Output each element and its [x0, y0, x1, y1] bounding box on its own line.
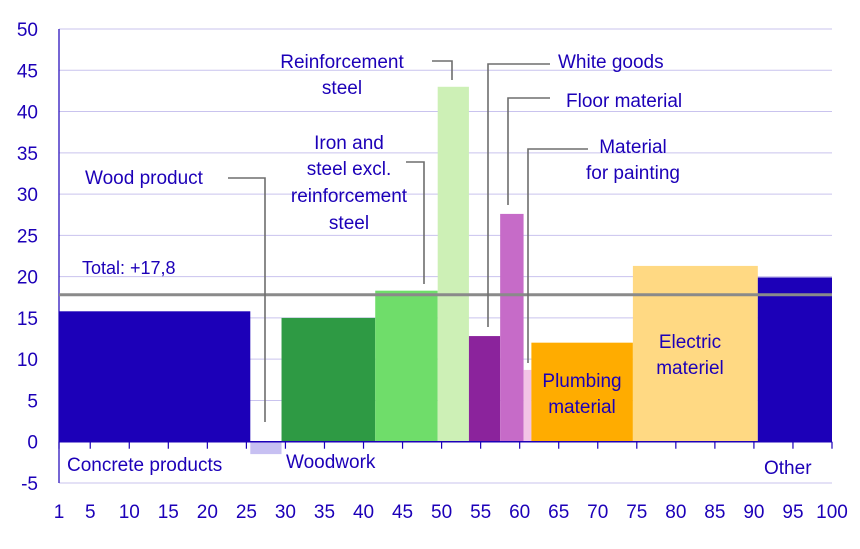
label-other: Other	[764, 458, 812, 479]
bar	[281, 317, 376, 442]
bar	[437, 86, 469, 442]
x-tick-label: 80	[665, 502, 686, 523]
label-painting-line2: for painting	[586, 163, 680, 184]
x-tick-label: 75	[626, 502, 647, 523]
y-tick-label: 30	[17, 185, 38, 206]
x-tick-label: 20	[197, 502, 218, 523]
y-tick-label: 35	[17, 144, 38, 165]
x-tick-label: 70	[587, 502, 608, 523]
bar	[375, 290, 438, 442]
x-tick-label: 45	[392, 502, 413, 523]
bar	[59, 311, 251, 442]
x-tick-label: 65	[548, 502, 569, 523]
bar	[468, 336, 501, 442]
bar	[757, 277, 832, 442]
x-tick-label: 100	[816, 502, 848, 523]
label-electric-line1: Electric	[659, 332, 721, 353]
y-tick-label: 50	[17, 20, 38, 41]
bar	[632, 265, 758, 442]
x-tick-label: 10	[119, 502, 140, 523]
x-tick-label: 85	[704, 502, 725, 523]
x-tick-label: 40	[353, 502, 374, 523]
y-tick-label: 45	[17, 61, 38, 82]
x-tick-label: 25	[236, 502, 257, 523]
bar-layer	[59, 86, 832, 455]
x-tick-label: 60	[509, 502, 530, 523]
label-iron-steel-line3: reinforcement	[291, 186, 408, 207]
x-tick-label: 1	[54, 502, 65, 523]
x-tick-label: 15	[158, 502, 179, 523]
x-tick-label: 95	[782, 502, 803, 523]
label-iron-steel-line1: Iron and	[314, 133, 384, 154]
x-tick-label: 30	[275, 502, 296, 523]
label-floor-material: Floor material	[566, 91, 682, 112]
x-tick-label: 50	[431, 502, 452, 523]
label-concrete-products: Concrete products	[67, 455, 222, 476]
leader-iron-steel	[406, 161, 425, 284]
label-white-goods: White goods	[558, 52, 664, 73]
label-plumbing-line1: Plumbing	[542, 371, 621, 392]
y-tick-label: 10	[17, 350, 38, 371]
y-tick-label: 40	[17, 103, 38, 124]
label-electric-line2: materiel	[656, 358, 724, 379]
y-tick-label: 5	[27, 391, 38, 412]
leader-painting	[527, 148, 588, 363]
y-tick-label: 0	[27, 433, 38, 454]
label-reinforcement-line2: steel	[322, 78, 362, 99]
total-label: Total: +17,8	[82, 258, 176, 278]
leader-white-goods	[487, 63, 550, 327]
bar	[531, 342, 633, 442]
y-tick-label: 15	[17, 309, 38, 330]
y-tick-label: 25	[17, 226, 38, 247]
bar	[250, 441, 282, 455]
label-painting-line1: Material	[599, 137, 667, 158]
leader-reinforcement	[432, 60, 453, 80]
x-tick-label: 35	[314, 502, 335, 523]
bar	[500, 213, 524, 442]
leader-wood-product	[228, 177, 266, 422]
x-tick-label: 90	[743, 502, 764, 523]
y-tick-label: 20	[17, 268, 38, 289]
label-iron-steel-line4: steel	[329, 213, 369, 234]
label-iron-steel-line2: steel excl.	[307, 159, 391, 180]
label-reinforcement-line1: Reinforcement	[280, 52, 404, 73]
label-woodwork: Woodwork	[286, 452, 376, 473]
label-wood-product: Wood product	[85, 168, 204, 189]
leader-floor-material	[507, 97, 550, 205]
bar	[523, 369, 532, 442]
x-tick-label: 55	[470, 502, 491, 523]
label-plumbing-line2: material	[548, 397, 616, 418]
leader-lines	[228, 60, 588, 422]
x-tick-label: 5	[85, 502, 96, 523]
y-tick-label: -5	[21, 474, 38, 495]
